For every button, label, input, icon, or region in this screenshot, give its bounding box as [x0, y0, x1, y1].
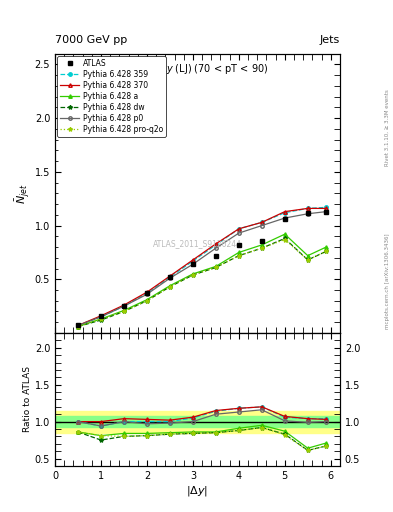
Y-axis label: $\bar{N}_{jet}$: $\bar{N}_{jet}$: [13, 183, 32, 204]
Legend: ATLAS, Pythia 6.428 359, Pythia 6.428 370, Pythia 6.428 a, Pythia 6.428 dw, Pyth: ATLAS, Pythia 6.428 359, Pythia 6.428 37…: [57, 56, 166, 137]
Bar: [55, 416, 340, 427]
Text: Jets: Jets: [320, 35, 340, 45]
Text: mcplots.cern.ch [arXiv:1306.3436]: mcplots.cern.ch [arXiv:1306.3436]: [385, 234, 390, 329]
Text: Rivet 3.1.10, ≥ 3.3M events: Rivet 3.1.10, ≥ 3.3M events: [385, 90, 390, 166]
Y-axis label: Ratio to ATLAS: Ratio to ATLAS: [23, 367, 32, 433]
Text: $N_{jet}$ vs $\Delta y$ (LJ) (70 < pT < 90): $N_{jet}$ vs $\Delta y$ (LJ) (70 < pT < …: [126, 62, 269, 76]
Bar: [55, 411, 340, 433]
Text: ATLAS_2011_S9126244: ATLAS_2011_S9126244: [153, 239, 242, 248]
Text: 7000 GeV pp: 7000 GeV pp: [55, 35, 127, 45]
X-axis label: $|\Delta y|$: $|\Delta y|$: [186, 483, 209, 498]
